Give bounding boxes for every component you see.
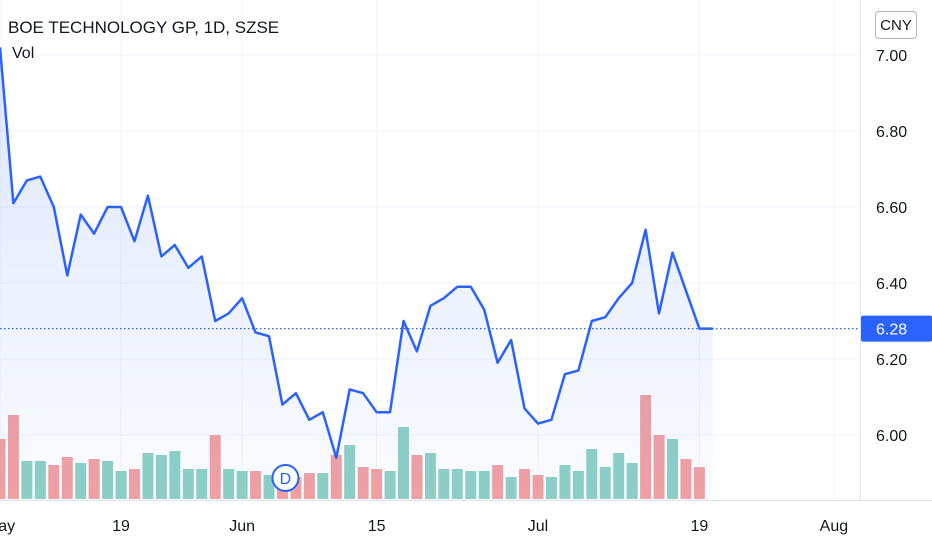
dividend-marker-label: D — [280, 471, 292, 488]
line-layer — [0, 47, 713, 460]
volume-label: Vol — [12, 45, 35, 62]
y-tick-label: 6.40 — [876, 276, 907, 293]
x-tick-label: Jun — [229, 518, 255, 535]
y-tick-label: 6.60 — [876, 200, 907, 217]
overlay-layer: 6.28 D — [0, 315, 932, 492]
chart-title: BOE TECHNOLOGY GP, 1D, SZSE — [8, 18, 280, 37]
currency-button[interactable]: CNY — [875, 11, 917, 39]
dividend-marker — [271, 464, 300, 492]
y-tick-label: 6.20 — [876, 352, 907, 369]
x-tick-label: 19 — [112, 518, 130, 535]
y-tick-label: 6.80 — [876, 124, 907, 141]
price-area-fill — [0, 47, 713, 501]
price-line — [0, 47, 713, 460]
x-tick-label: May — [0, 518, 15, 535]
x-tick-label: Aug — [820, 518, 848, 535]
axis-layer: 6.00 6.20 6.40 6.60 6.80 7.00 May 19 Jun 15 Jul 19 A… — [0, 0, 932, 535]
x-tick-label: 15 — [368, 518, 386, 535]
area-layer — [0, 47, 713, 501]
y-tick-label: 6.00 — [876, 428, 907, 445]
last-price-badge — [861, 315, 932, 342]
legend-block: BOE TECHNOLOGY GP, 1D, SZSE Vol — [8, 18, 279, 63]
x-tick-label: 19 — [691, 518, 709, 535]
x-tick-label: Jul — [528, 518, 548, 535]
y-tick-label: 7.00 — [876, 48, 907, 65]
last-price-label: 6.28 — [876, 322, 907, 339]
